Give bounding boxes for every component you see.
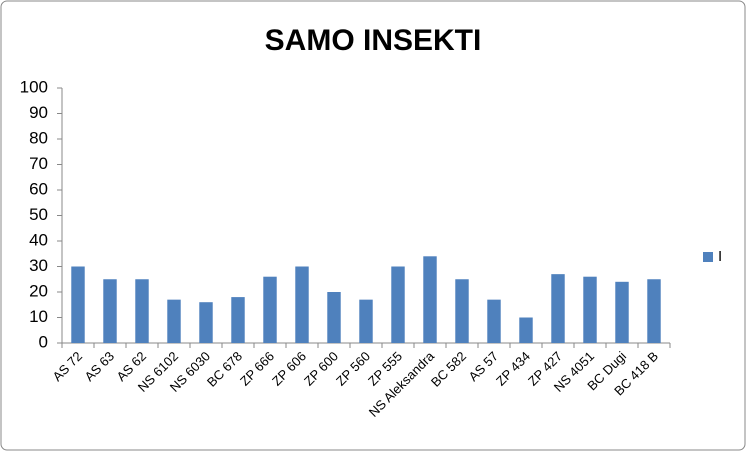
y-tick-label: 0 [39, 332, 48, 351]
bar [327, 292, 341, 343]
y-tick-label: 70 [29, 154, 48, 173]
bar [263, 276, 277, 343]
y-tick-label: 60 [29, 179, 48, 198]
bar [423, 256, 437, 343]
y-tick-label: 100 [20, 77, 48, 96]
bar [359, 299, 373, 343]
bar [231, 297, 245, 343]
bar [583, 276, 597, 343]
bar [519, 317, 533, 343]
legend-label: I [718, 248, 722, 265]
y-tick-label: 20 [29, 281, 48, 300]
bar [199, 302, 213, 343]
bar [295, 266, 309, 343]
bar [455, 279, 469, 343]
bar [103, 279, 117, 343]
y-tick-label: 80 [29, 128, 48, 147]
bar [71, 266, 85, 343]
y-tick-label: 30 [29, 256, 48, 275]
legend-swatch [703, 252, 713, 262]
bar [615, 281, 629, 343]
bar [647, 279, 661, 343]
bar [391, 266, 405, 343]
bar [487, 299, 501, 343]
bar [135, 279, 149, 343]
y-tick-label: 10 [29, 307, 48, 326]
chart-title: SAMO INSEKTI [265, 24, 482, 57]
y-tick-label: 50 [29, 205, 48, 224]
y-tick-label: 90 [29, 103, 48, 122]
y-tick-label: 40 [29, 230, 48, 249]
bar [551, 274, 565, 343]
bar [167, 299, 181, 343]
